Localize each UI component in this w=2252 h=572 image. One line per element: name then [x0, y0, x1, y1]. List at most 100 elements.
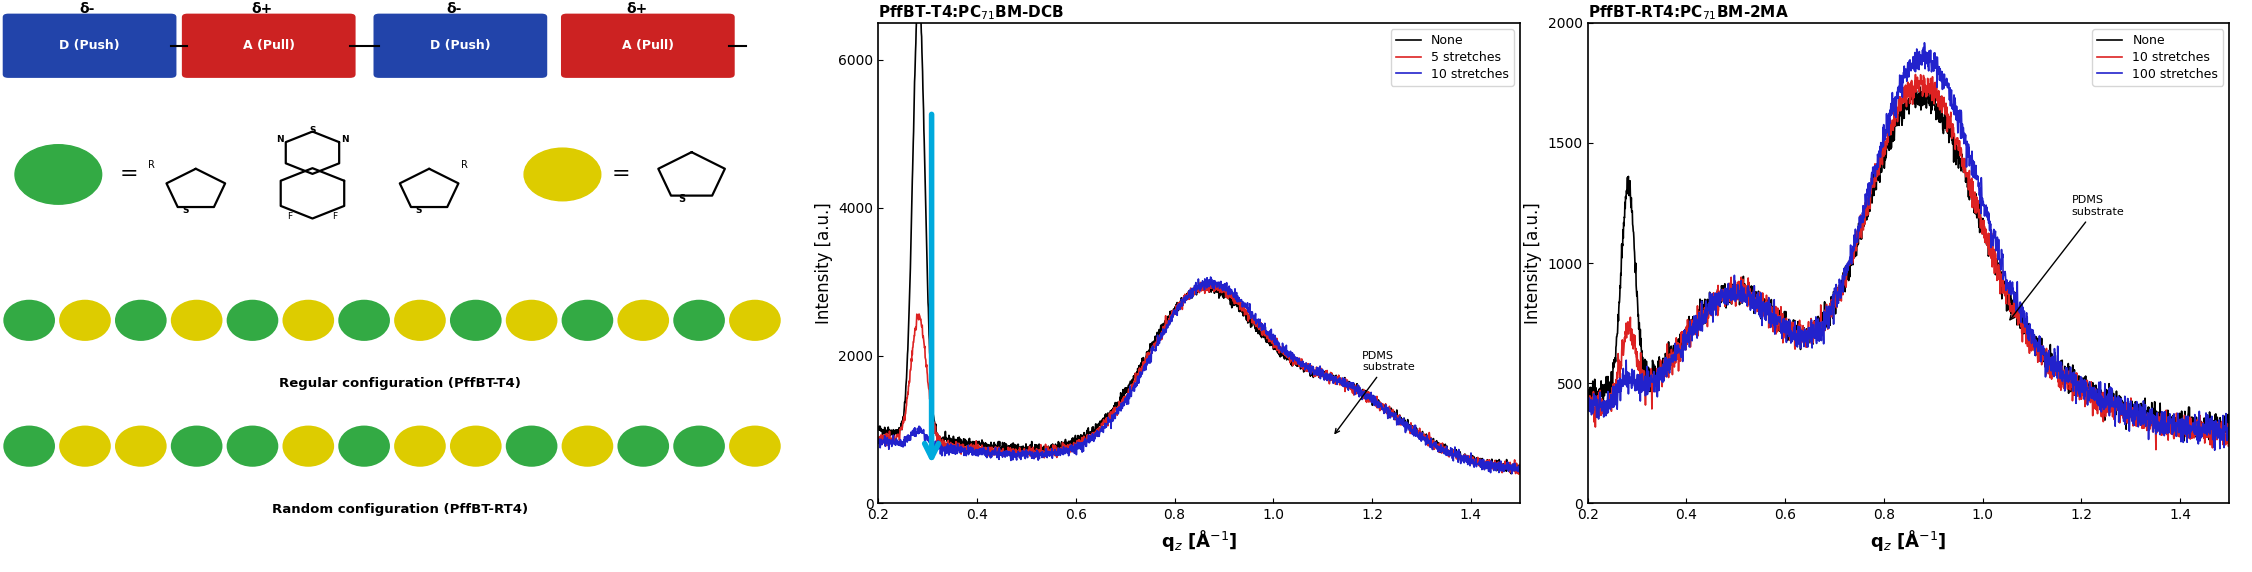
- 10 stretches: [1574, 403, 1601, 410]
- Ellipse shape: [338, 300, 390, 341]
- None: [1371, 404, 1398, 411]
- Ellipse shape: [227, 426, 279, 467]
- 10 stretches: [2198, 416, 2225, 423]
- Text: N: N: [340, 135, 349, 144]
- FancyBboxPatch shape: [180, 13, 356, 79]
- Text: Regular configuration (PffBT-T4): Regular configuration (PffBT-T4): [279, 377, 520, 390]
- None: [2171, 437, 2198, 444]
- None: [1869, 157, 1896, 164]
- Ellipse shape: [394, 300, 446, 341]
- None: [899, 237, 926, 244]
- Text: R: R: [149, 160, 155, 170]
- Text: D (Push): D (Push): [59, 39, 119, 52]
- Ellipse shape: [561, 300, 613, 341]
- Circle shape: [16, 145, 101, 204]
- None: [1489, 462, 1516, 468]
- Y-axis label: Intensity [a.u.]: Intensity [a.u.]: [815, 202, 833, 324]
- Ellipse shape: [617, 300, 669, 341]
- 100 stretches: [2198, 421, 2225, 428]
- 10 stretches: [1869, 143, 1896, 150]
- 5 stretches: [899, 363, 926, 370]
- Text: PffBT-RT4:PC$_{71}$BM-2MA: PffBT-RT4:PC$_{71}$BM-2MA: [1588, 3, 1788, 22]
- None: [1887, 103, 1914, 110]
- Ellipse shape: [561, 426, 613, 467]
- X-axis label: q$_z$ [Å$^{-1}$]: q$_z$ [Å$^{-1}$]: [1871, 528, 1946, 553]
- Ellipse shape: [338, 426, 390, 467]
- Text: S: S: [309, 126, 315, 135]
- 5 stretches: [1489, 464, 1516, 471]
- Ellipse shape: [450, 426, 502, 467]
- 100 stretches: [2198, 421, 2225, 428]
- 100 stretches: [2200, 447, 2227, 454]
- Ellipse shape: [2, 300, 54, 341]
- 10 stretches: [1608, 358, 1635, 365]
- 100 stretches: [2081, 390, 2108, 396]
- 100 stretches: [1608, 397, 1635, 404]
- 10 stretches: [2081, 400, 2108, 407]
- 10 stretches: [1507, 468, 1534, 475]
- FancyBboxPatch shape: [372, 13, 547, 79]
- Ellipse shape: [2, 426, 54, 467]
- 10 stretches: [2142, 446, 2169, 453]
- 100 stretches: [1887, 72, 1914, 78]
- Ellipse shape: [394, 426, 446, 467]
- None: [1901, 82, 1928, 89]
- 10 stretches: [1887, 108, 1914, 114]
- 5 stretches: [1489, 460, 1516, 467]
- Ellipse shape: [450, 300, 502, 341]
- Line: 10 stretches: 10 stretches: [1588, 74, 2229, 450]
- None: [2081, 397, 2108, 404]
- Ellipse shape: [617, 426, 669, 467]
- Ellipse shape: [282, 426, 333, 467]
- Text: S: S: [182, 206, 189, 215]
- Circle shape: [525, 148, 601, 201]
- 10 stretches: [1371, 410, 1398, 417]
- Text: S: S: [417, 206, 423, 215]
- 10 stretches: [1903, 71, 1930, 78]
- 10 stretches: [1178, 292, 1205, 299]
- Y-axis label: Intensity [a.u.]: Intensity [a.u.]: [1525, 202, 1543, 324]
- 100 stretches: [1574, 407, 1601, 414]
- Ellipse shape: [59, 300, 110, 341]
- 100 stretches: [2216, 434, 2243, 440]
- Text: =: =: [119, 165, 137, 184]
- 10 stretches: [1489, 462, 1516, 468]
- Legend: None, 5 stretches, 10 stretches: None, 5 stretches, 10 stretches: [1392, 29, 1513, 86]
- Line: None: None: [1588, 86, 2229, 440]
- 5 stretches: [1187, 279, 1214, 286]
- Text: =: =: [613, 165, 631, 184]
- Ellipse shape: [59, 426, 110, 467]
- None: [1507, 466, 1534, 473]
- None: [2216, 412, 2243, 419]
- None: [1498, 470, 1525, 477]
- None: [1574, 397, 1601, 404]
- Text: F: F: [333, 212, 338, 221]
- None: [1178, 292, 1205, 299]
- Text: S: S: [678, 194, 685, 204]
- Ellipse shape: [673, 300, 725, 341]
- 5 stretches: [1160, 307, 1187, 314]
- None: [1489, 463, 1516, 470]
- Text: δ-: δ-: [446, 2, 462, 15]
- 10 stretches: [1160, 309, 1187, 316]
- 10 stretches: [1498, 470, 1525, 477]
- Legend: None, 10 stretches, 100 stretches: None, 10 stretches, 100 stretches: [2092, 29, 2223, 86]
- Ellipse shape: [673, 426, 725, 467]
- 10 stretches: [1198, 273, 1225, 280]
- 10 stretches: [2216, 426, 2243, 432]
- Ellipse shape: [115, 426, 167, 467]
- Ellipse shape: [730, 300, 781, 341]
- Text: F: F: [288, 212, 293, 221]
- Text: PffBT-T4:PC$_{71}$BM-DCB: PffBT-T4:PC$_{71}$BM-DCB: [878, 3, 1065, 22]
- 10 stretches: [899, 428, 926, 435]
- 100 stretches: [1869, 138, 1896, 145]
- None: [1160, 305, 1187, 312]
- Ellipse shape: [171, 300, 223, 341]
- None: [1608, 285, 1635, 292]
- 100 stretches: [1912, 39, 1939, 46]
- None: [2198, 432, 2225, 439]
- Text: A (Pull): A (Pull): [622, 39, 673, 52]
- Ellipse shape: [507, 426, 558, 467]
- Text: δ-: δ-: [79, 2, 95, 15]
- X-axis label: q$_z$ [Å$^{-1}$]: q$_z$ [Å$^{-1}$]: [1162, 528, 1236, 553]
